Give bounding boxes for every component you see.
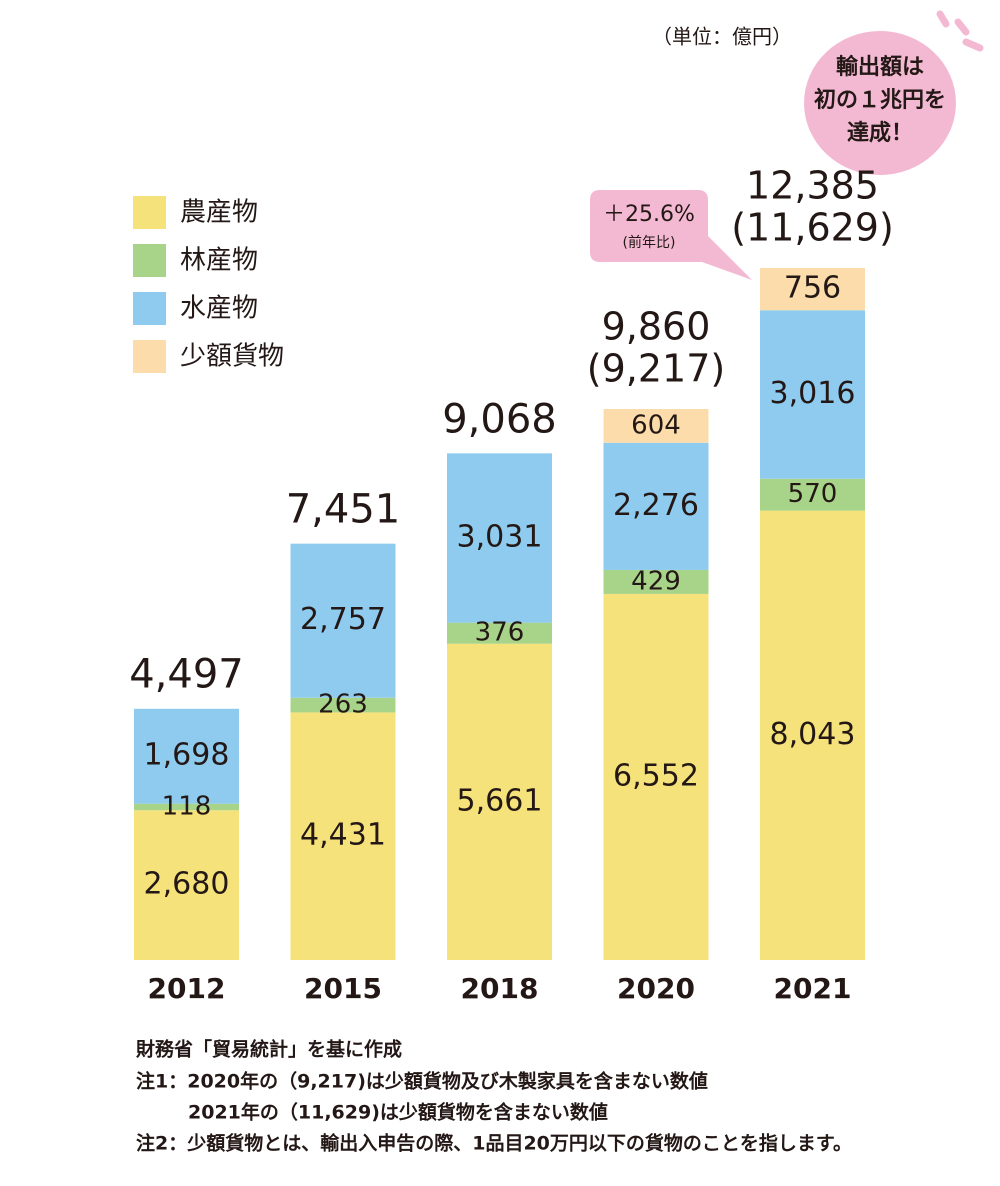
- value-label: 756: [784, 271, 841, 306]
- value-label: 570: [788, 479, 838, 509]
- excluding-label: (9,217): [587, 347, 725, 391]
- bar-segment: [603, 593, 709, 960]
- bar-segment: [603, 409, 709, 443]
- value-label: 263: [318, 690, 368, 720]
- bar-segment: [760, 510, 865, 960]
- excluding-label: (11,629): [731, 206, 894, 250]
- bar-segment: [134, 708, 239, 804]
- total-label: 7,451: [286, 487, 401, 533]
- value-label: 3,016: [770, 376, 856, 411]
- callout-text: 初の１兆円を: [814, 87, 946, 113]
- bar-segment: [603, 569, 709, 594]
- note: 注1：2020年の（9,217)は少額貨物及び木製家具を含まない数値: [136, 1070, 708, 1093]
- legend-label: 少額貨物: [180, 342, 284, 372]
- total-label: 12,385: [746, 164, 879, 208]
- unit-label: （単位：億円）: [652, 25, 792, 49]
- legend-label: 水産物: [180, 294, 258, 324]
- value-label: 1,698: [144, 738, 230, 773]
- source: 財務省「貿易統計」を基に作成: [136, 1038, 402, 1061]
- bar-segment: [134, 803, 239, 811]
- total-label: 9,860: [602, 305, 711, 349]
- x-tick-label: 2021: [774, 972, 852, 1005]
- growth-bubble: [590, 190, 752, 280]
- legend-swatch: [133, 196, 166, 229]
- value-label: 2,680: [144, 867, 230, 902]
- bar-segment: [760, 478, 865, 511]
- x-tick-label: 2020: [617, 972, 695, 1005]
- value-label: 2,757: [300, 602, 386, 637]
- value-label: 376: [475, 618, 525, 648]
- note: 注2：少額貨物とは、輸出入申告の際、1品目20万円以下の貨物のことを指します。: [136, 1132, 852, 1155]
- growth-note: (前年比): [623, 234, 676, 251]
- value-label: 118: [162, 791, 212, 821]
- bar-segment: [447, 643, 552, 960]
- bar-segment: [290, 712, 396, 960]
- value-label: 4,431: [300, 818, 386, 853]
- callout-text: 輸出額は: [836, 54, 924, 80]
- bar-segment: [290, 543, 396, 698]
- value-label: 429: [631, 566, 681, 596]
- total-label: 4,497: [129, 652, 244, 698]
- callout-bubble: [804, 31, 956, 175]
- legend-label: 林産物: [180, 246, 258, 276]
- bar-segment: [603, 442, 709, 570]
- x-tick-label: 2015: [304, 972, 382, 1005]
- legend-label: 農産物: [180, 198, 258, 228]
- bar-segment: [760, 310, 865, 479]
- value-label: 8,043: [770, 717, 856, 752]
- bar-segment: [134, 810, 239, 960]
- legend-swatch: [133, 244, 166, 277]
- x-tick-label: 2012: [148, 972, 226, 1005]
- growth-label: ＋25.6%: [603, 202, 695, 227]
- bar-segment: [447, 453, 552, 623]
- total-label: 9,068: [442, 396, 557, 442]
- legend-swatch: [133, 340, 166, 373]
- legend-swatch: [133, 292, 166, 325]
- value-label: 604: [631, 410, 681, 440]
- value-label: 6,552: [613, 758, 699, 793]
- value-label: 3,031: [457, 520, 543, 555]
- note: 2021年の（11,629)は少額貨物を含まない数値: [188, 1101, 608, 1124]
- value-label: 2,276: [613, 488, 699, 523]
- bar-segment: [290, 697, 396, 713]
- bar-segment: [760, 268, 865, 311]
- value-label: 5,661: [457, 783, 543, 818]
- bar-segment: [447, 622, 552, 644]
- callout-text: 達成！: [847, 120, 913, 146]
- decoration: [936, 10, 984, 52]
- x-tick-label: 2018: [461, 972, 539, 1005]
